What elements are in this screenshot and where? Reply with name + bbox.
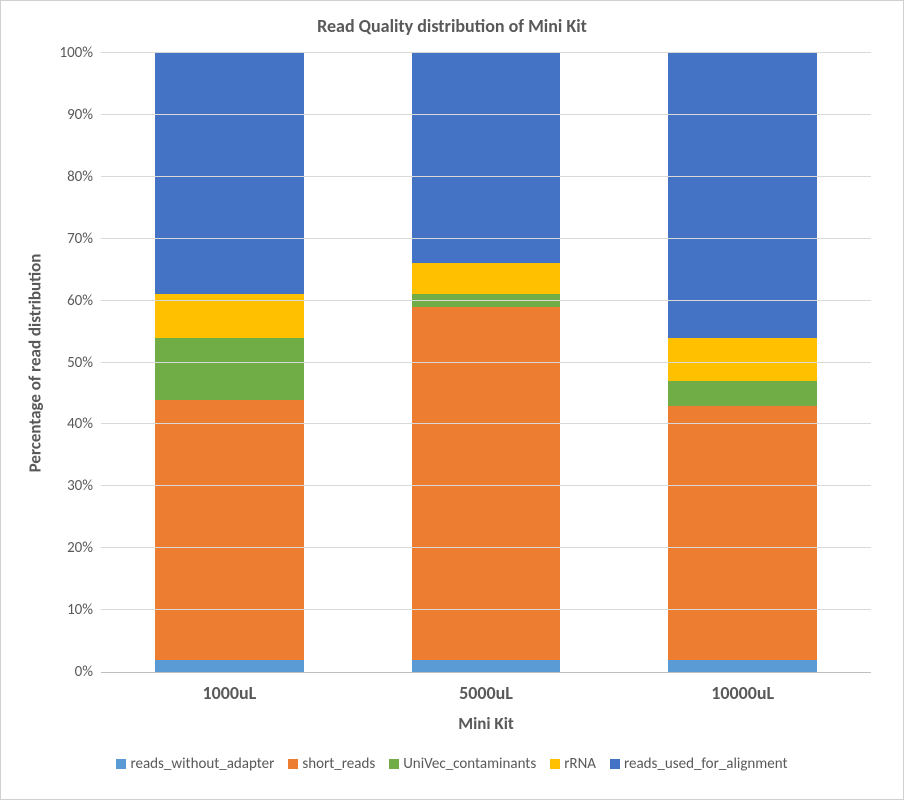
- grid-line: [101, 300, 871, 301]
- y-tick-label: 0%: [75, 663, 101, 681]
- bar-segment: [412, 263, 561, 294]
- bar-segment: [412, 294, 561, 306]
- bar-segment: [412, 53, 561, 263]
- x-tick-label: 1000uL: [202, 672, 256, 704]
- legend-label: UniVec_contaminants: [403, 755, 536, 773]
- bar-segment: [668, 406, 817, 660]
- bar-segment: [155, 294, 304, 337]
- x-tick-label: 10000uL: [711, 672, 774, 704]
- y-tick-label: 50%: [67, 354, 101, 372]
- grid-line: [101, 547, 871, 548]
- grid-line: [101, 362, 871, 363]
- y-tick-label: 60%: [67, 292, 101, 310]
- legend-swatch: [550, 759, 560, 769]
- legend-item: reads_without_adapter: [116, 755, 274, 773]
- legend-item: rRNA: [550, 755, 596, 773]
- legend-label: short_reads: [302, 755, 375, 773]
- grid-line: [101, 485, 871, 486]
- bar-segment: [668, 53, 817, 338]
- x-axis-title: Mini Kit: [101, 713, 871, 734]
- grid-line: [101, 114, 871, 115]
- chart-container: Read Quality distribution of Mini Kit Pe…: [0, 0, 904, 800]
- legend-swatch: [116, 759, 126, 769]
- y-axis-title: Percentage of read distribution: [25, 254, 46, 473]
- bar-segment: [668, 381, 817, 406]
- legend-item: reads_used_for_alignment: [610, 755, 788, 773]
- grid-line: [101, 176, 871, 177]
- y-tick-label: 70%: [67, 230, 101, 248]
- plot-area: 0%10%20%30%40%50%60%70%80%90%100%1000uL5…: [101, 53, 871, 673]
- legend-swatch: [288, 759, 298, 769]
- legend-label: reads_used_for_alignment: [624, 755, 788, 773]
- legend: reads_without_adapter short_reads UniVec_c…: [1, 755, 903, 773]
- y-axis-title-wrap: Percentage of read distribution: [25, 53, 45, 673]
- y-tick-label: 80%: [67, 168, 101, 186]
- bar-segment: [668, 338, 817, 381]
- legend-label: reads_without_adapter: [130, 755, 274, 773]
- grid-line: [101, 52, 871, 53]
- bar-group: [412, 53, 561, 672]
- bar-segment: [155, 400, 304, 660]
- x-tick-label: 5000uL: [459, 672, 513, 704]
- chart-title: Read Quality distribution of Mini Kit: [1, 15, 903, 37]
- grid-line: [101, 609, 871, 610]
- y-tick-label: 90%: [67, 106, 101, 124]
- y-tick-label: 40%: [67, 415, 101, 433]
- legend-label: rRNA: [564, 755, 596, 773]
- bar-segment: [668, 660, 817, 672]
- legend-item: UniVec_contaminants: [389, 755, 536, 773]
- grid-line: [101, 423, 871, 424]
- legend-swatch: [610, 759, 620, 769]
- bar-segment: [155, 338, 304, 400]
- grid-line: [101, 238, 871, 239]
- bar-group: [155, 53, 304, 672]
- bar-segment: [155, 53, 304, 294]
- bars-layer: [101, 53, 871, 672]
- bar-segment: [412, 660, 561, 672]
- y-tick-label: 30%: [67, 477, 101, 495]
- legend-swatch: [389, 759, 399, 769]
- y-tick-label: 100%: [59, 44, 101, 62]
- bar-segment: [412, 307, 561, 660]
- y-tick-label: 10%: [67, 601, 101, 619]
- bar-segment: [155, 660, 304, 672]
- bar-group: [668, 53, 817, 672]
- y-tick-label: 20%: [67, 539, 101, 557]
- legend-item: short_reads: [288, 755, 375, 773]
